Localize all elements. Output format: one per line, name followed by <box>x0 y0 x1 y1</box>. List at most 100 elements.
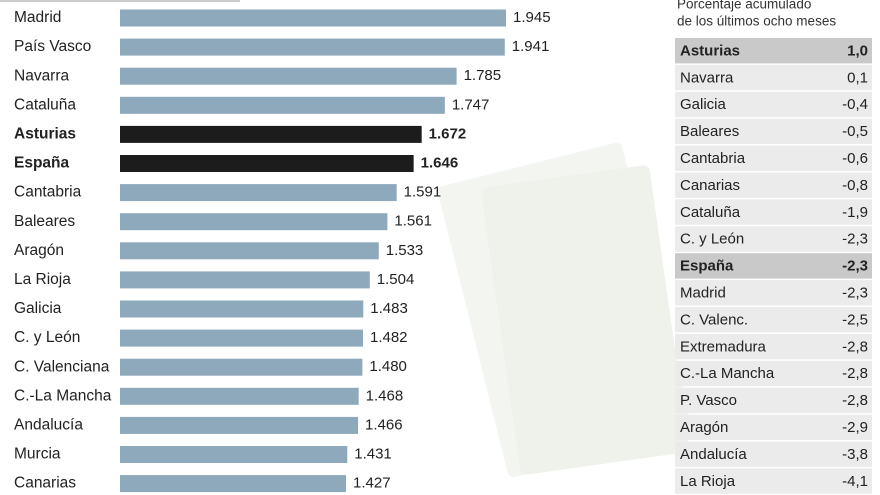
bar <box>120 125 422 143</box>
table-cell: La Rioja <box>680 473 736 490</box>
table-row <box>675 199 872 225</box>
table-cell: -2,8 <box>842 365 868 382</box>
table-cell: Canarias <box>680 177 740 194</box>
table-header: de los últimos ocho meses <box>677 14 836 29</box>
value-label: 1.945 <box>513 9 551 26</box>
table-row <box>675 226 872 252</box>
table-header: Porcentaje acumulado <box>677 0 811 12</box>
category-label: Andalucía <box>14 416 83 433</box>
table-cell: 0,1 <box>847 69 868 86</box>
table-cell: -0,5 <box>842 123 868 140</box>
value-label: 1.468 <box>366 387 404 404</box>
bar <box>120 242 379 260</box>
table-cell: C. y León <box>680 231 744 248</box>
bar <box>120 329 363 347</box>
category-label: C.-La Mancha <box>14 387 112 404</box>
category-label: Cataluña <box>14 96 76 113</box>
table-cell: Baleares <box>680 123 739 140</box>
value-label: 1.431 <box>354 445 392 462</box>
value-label: 1.672 <box>429 125 467 142</box>
category-label: La Rioja <box>14 271 71 288</box>
table-row <box>675 38 872 64</box>
table-cell: -2,3 <box>842 231 868 248</box>
table-row <box>675 172 872 198</box>
bar <box>120 96 445 114</box>
table-row <box>675 118 872 145</box>
value-label: 1.466 <box>365 416 403 433</box>
value-label: 1.646 <box>421 154 459 171</box>
table-row <box>675 145 872 171</box>
category-label: Canarias <box>14 475 76 492</box>
category-label: Galicia <box>14 300 62 317</box>
table-cell: -2,3 <box>842 285 868 302</box>
table-row <box>675 64 872 91</box>
table-cell: Extremadura <box>680 338 767 355</box>
table-cell: Andalucía <box>680 446 747 463</box>
value-label: 1.427 <box>353 475 391 492</box>
category-label: Murcia <box>14 446 61 463</box>
category-label: Madrid <box>14 9 61 26</box>
bar <box>120 358 363 376</box>
bar <box>120 67 457 85</box>
table-cell: C. Valenc. <box>680 311 748 328</box>
table-cell: P. Vasco <box>680 392 737 409</box>
table-row <box>675 360 872 387</box>
bar <box>120 213 388 231</box>
table-cell: Asturias <box>680 42 740 59</box>
category-label: Navarra <box>14 67 70 84</box>
bar <box>120 38 505 56</box>
table-cell: Galicia <box>680 96 727 113</box>
table-cell: -2,9 <box>842 419 868 436</box>
bar <box>120 446 348 463</box>
table-cell: -3,8 <box>842 446 868 463</box>
table-cell: Navarra <box>680 69 734 86</box>
table-cell: C.-La Mancha <box>680 365 775 382</box>
table-cell: -2,8 <box>842 338 868 355</box>
value-label: 1.480 <box>369 358 407 375</box>
category-label: C. Valenciana <box>14 358 110 375</box>
table-cell: -2,5 <box>842 311 868 328</box>
table-cell: España <box>680 258 734 275</box>
table-row <box>675 280 872 306</box>
table-row <box>675 307 872 333</box>
category-label: País Vasco <box>14 38 91 55</box>
table-cell: Cataluña <box>680 204 741 221</box>
bar <box>120 155 414 172</box>
bar <box>120 416 359 434</box>
bar <box>120 475 346 493</box>
value-label: 1.591 <box>404 184 442 201</box>
value-label: 1.747 <box>452 96 490 113</box>
table-row <box>675 468 872 494</box>
value-label: 1.941 <box>512 38 550 55</box>
table-cell: -2,8 <box>842 392 868 409</box>
table-cell: Aragón <box>680 419 728 436</box>
value-label: 1.533 <box>386 242 424 259</box>
table-cell: -2,3 <box>842 258 868 275</box>
value-label: 1.504 <box>377 271 415 288</box>
table-row <box>675 91 872 118</box>
table-row <box>675 441 872 467</box>
banknote-illustration <box>437 142 693 478</box>
category-label: C. y León <box>14 329 80 346</box>
table-cell: -0,8 <box>842 177 868 194</box>
category-label: Cantabria <box>14 184 82 201</box>
table-row <box>675 253 872 279</box>
category-label: España <box>14 155 70 172</box>
category-label: Baleares <box>14 213 75 230</box>
table-cell: -1,9 <box>842 204 868 221</box>
table-cell: Madrid <box>680 285 726 302</box>
table-row <box>675 387 872 414</box>
bar <box>120 300 364 318</box>
table-cell: -0,6 <box>842 150 868 167</box>
bar <box>120 387 359 405</box>
bar <box>120 271 370 289</box>
bar <box>120 9 506 27</box>
value-label: 1.561 <box>394 213 432 230</box>
category-label: Asturias <box>14 125 76 142</box>
value-label: 1.483 <box>370 300 408 317</box>
bar <box>120 184 397 202</box>
value-label: 1.482 <box>370 329 408 346</box>
table-cell: 1,0 <box>847 42 868 59</box>
